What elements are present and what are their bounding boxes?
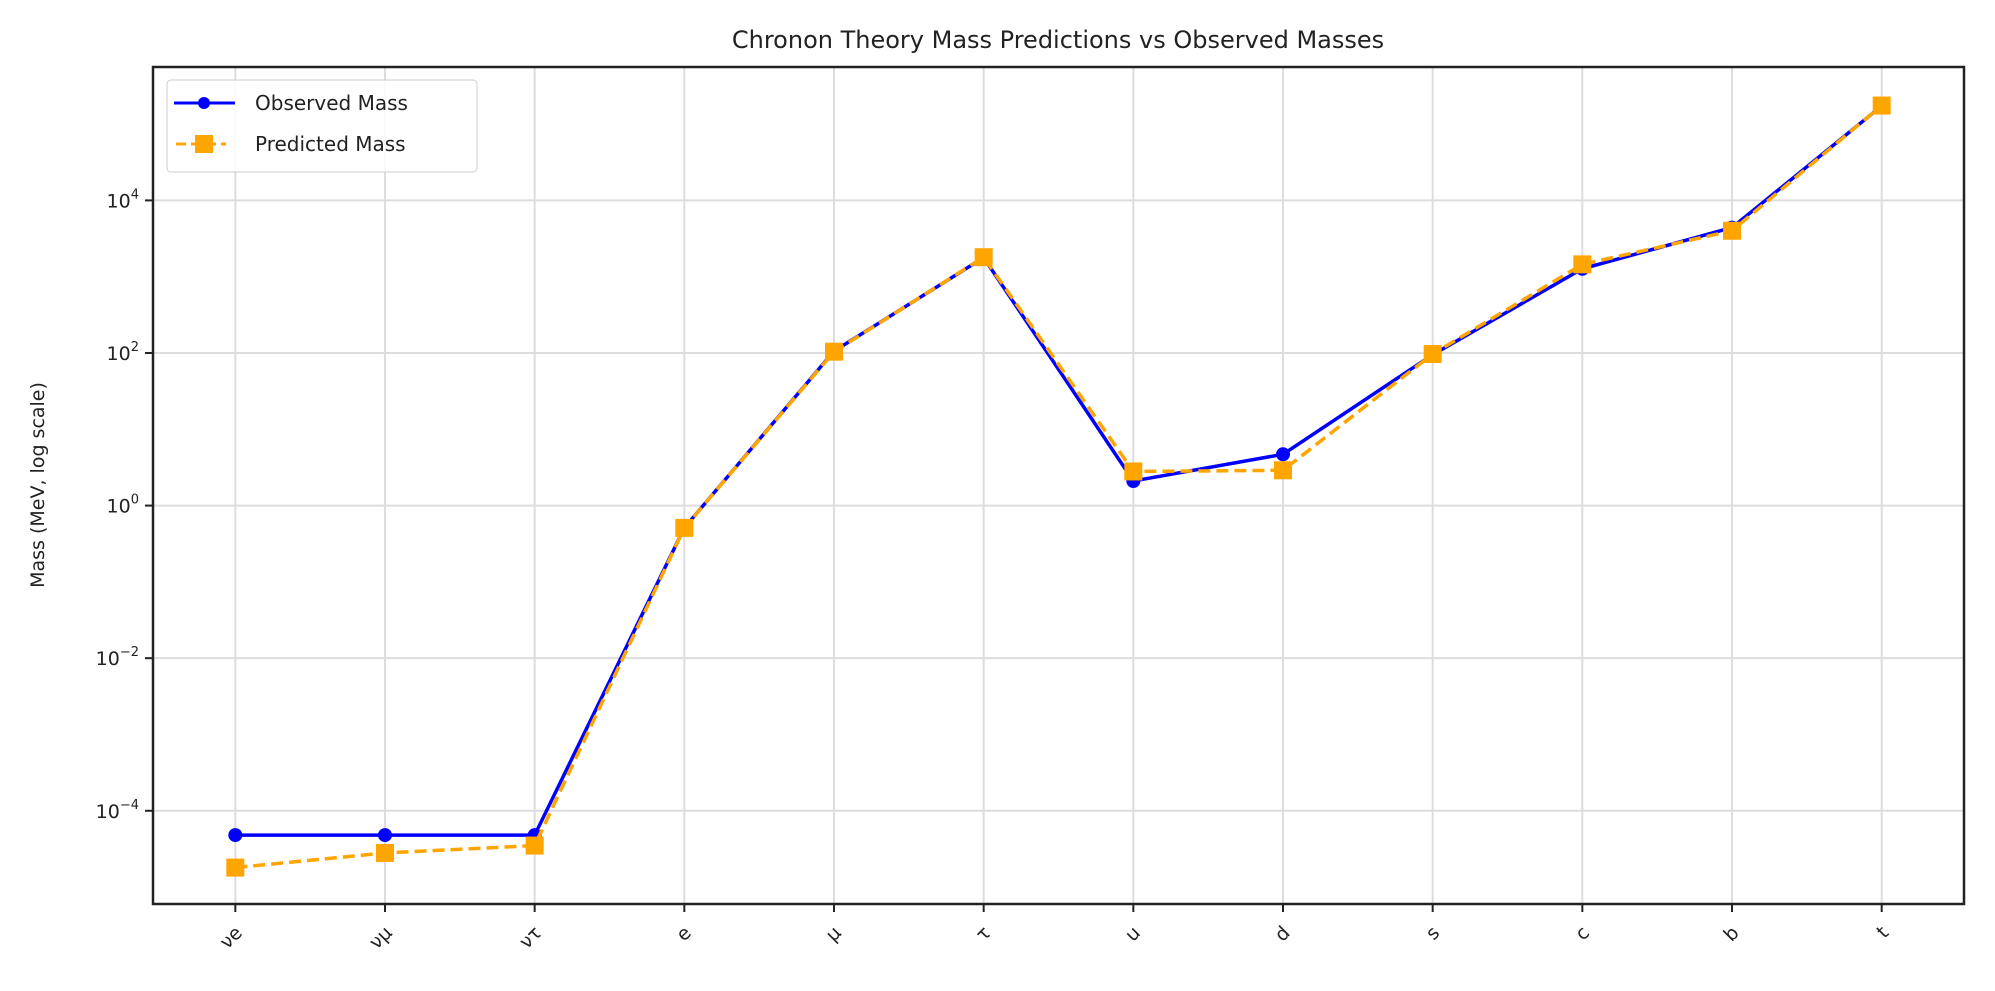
- data-point: [974, 248, 993, 267]
- data-point: [377, 828, 392, 843]
- x-tick-label: μ: [821, 922, 845, 946]
- legend-marker-observed: [198, 97, 210, 109]
- x-tick-label: e: [672, 922, 696, 946]
- y-axis-label: Mass (MeV, log scale): [27, 382, 49, 588]
- legend-label-predicted: Predicted Mass: [255, 132, 406, 156]
- data-point: [675, 518, 694, 537]
- series-predicted-mass: [226, 96, 1891, 877]
- y-tick-label: 10−4: [96, 798, 139, 823]
- x-tick-label: τ: [972, 922, 996, 946]
- data-point: [226, 858, 245, 877]
- data-point: [1573, 255, 1592, 274]
- data-point: [1124, 462, 1143, 481]
- x-tick-label: s: [1422, 922, 1445, 945]
- series-layer: [226, 96, 1891, 877]
- y-tick-label: 104: [107, 187, 139, 212]
- data-point: [375, 843, 394, 862]
- series-line: [235, 104, 1883, 870]
- y-tick-label: 100: [107, 493, 139, 518]
- plot-frame: [151, 65, 1966, 906]
- legend: Observed Mass Predicted Mass: [166, 79, 478, 173]
- x-tick-label: c: [1571, 922, 1594, 945]
- data-point: [824, 342, 843, 361]
- x-tick-label: b: [1719, 922, 1743, 946]
- series-line: [235, 104, 1883, 837]
- x-tick-label: t: [1872, 922, 1893, 943]
- y-tick-label: 10−2: [96, 645, 139, 670]
- x-tick-label: d: [1270, 922, 1294, 946]
- series-observed-mass: [228, 98, 1889, 843]
- x-tick-label: νμ: [365, 922, 397, 954]
- data-point: [228, 828, 243, 843]
- data-point: [1723, 221, 1742, 240]
- data-point: [1276, 447, 1291, 462]
- grid: [153, 67, 1964, 904]
- ticks: νe νμ ντ e μ τ u d s c b t 10−4 10−2 100 102 104: [96, 187, 1894, 953]
- data-point: [1872, 96, 1891, 115]
- data-point: [525, 836, 544, 855]
- legend-box: [166, 79, 478, 173]
- x-tick-label: ντ: [515, 922, 546, 953]
- legend-marker-predicted: [195, 135, 213, 153]
- x-tick-label: νe: [216, 922, 247, 953]
- y-tick-label: 102: [107, 340, 139, 365]
- x-tick-label: u: [1121, 922, 1145, 946]
- chart-title: Chronon Theory Mass Predictions vs Obser…: [732, 26, 1384, 54]
- legend-label-observed: Observed Mass: [255, 91, 408, 115]
- data-point: [1274, 461, 1293, 480]
- data-point: [1423, 344, 1442, 363]
